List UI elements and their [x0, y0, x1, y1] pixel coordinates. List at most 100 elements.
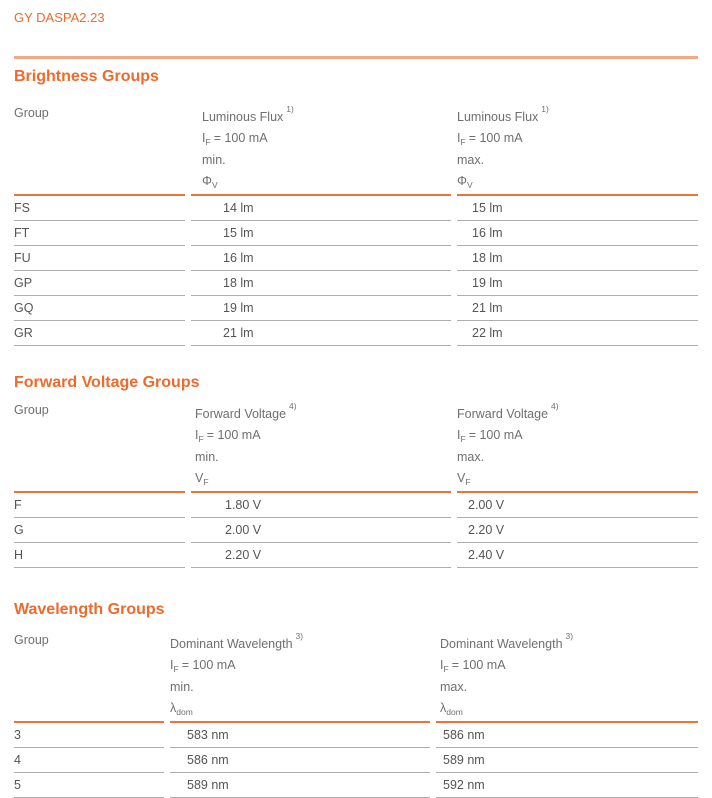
wavelength-table: Group Dominant Wavelength3) IF = 100 mA m… — [8, 630, 704, 798]
table-row: 5 589 nm 592 nm — [14, 773, 698, 798]
max-value-cell: 592 nm — [436, 773, 698, 798]
column-title: Dominant Wavelength3) — [170, 631, 304, 652]
footnote-marker: 1) — [286, 104, 294, 114]
group-cell: GQ — [14, 296, 185, 322]
table-row: F 1.80 V 2.00 V — [14, 493, 698, 519]
max-column-header: Dominant Wavelength3) IF = 100 mA max. λd… — [436, 630, 698, 724]
min-value-cell: 589 nm — [170, 773, 430, 798]
max-value-cell: 18 lm — [457, 246, 698, 272]
group-cell: H — [14, 543, 185, 569]
max-value-cell: 2.20 V — [457, 518, 698, 544]
symbol-label: ΦV — [457, 174, 473, 191]
min-value-cell: 583 nm — [170, 723, 430, 749]
group-cell: 4 — [14, 748, 164, 774]
forward-voltage-table: Group Forward Voltage4) IF = 100 mA min. … — [8, 400, 704, 569]
min-value-cell: 2.00 V — [191, 518, 451, 544]
min-value-cell: 19 lm — [191, 296, 451, 322]
max-value-cell: 21 lm — [457, 296, 698, 322]
group-column-header: Group — [14, 103, 185, 197]
column-title: Luminous Flux1) — [202, 104, 294, 125]
min-value-cell: 1.80 V — [191, 493, 451, 519]
test-condition: IF = 100 mA — [170, 658, 236, 675]
column-title: Forward Voltage4) — [457, 401, 559, 422]
bound-label: max. — [440, 680, 468, 695]
bound-label: max. — [457, 153, 485, 168]
table-row: 4 586 nm 589 nm — [14, 748, 698, 774]
min-value-cell: 14 lm — [191, 196, 451, 222]
max-column-header: Luminous Flux1) IF = 100 mA max. ΦV — [457, 103, 698, 197]
table-row: GQ 19 lm 21 lm — [14, 296, 698, 322]
footnote-marker: 4) — [551, 401, 559, 412]
symbol-label: λdom — [440, 701, 463, 718]
group-cell: GR — [14, 321, 185, 347]
table-row: H 2.20 V 2.40 V — [14, 543, 698, 569]
table-row: FT 15 lm 16 lm — [14, 221, 698, 247]
brightness-table: Group Luminous Flux1) IF = 100 mA min. ΦV… — [8, 103, 704, 347]
table-row: GR 21 lm 22 lm — [14, 321, 698, 347]
test-condition: IF = 100 mA — [440, 658, 506, 675]
section-heading: Forward Voltage Groups — [14, 374, 200, 392]
symbol-label: VF — [195, 471, 209, 488]
min-value-cell: 16 lm — [191, 246, 451, 272]
min-column-header: Luminous Flux1) IF = 100 mA min. ΦV — [191, 103, 451, 197]
group-cell: 5 — [14, 773, 164, 798]
table-row: FS 14 lm 15 lm — [14, 196, 698, 222]
footnote-marker: 4) — [289, 401, 297, 412]
column-title: Dominant Wavelength3) — [440, 631, 574, 652]
table-row: G 2.00 V 2.20 V — [14, 518, 698, 544]
max-value-cell: 15 lm — [457, 196, 698, 222]
section-heading: Brightness Groups — [14, 68, 159, 85]
min-value-cell: 15 lm — [191, 221, 451, 247]
symbol-label: ΦV — [202, 174, 218, 191]
max-value-cell: 19 lm — [457, 271, 698, 297]
bound-label: min. — [170, 680, 194, 695]
wavelength-groups-section: Wavelength Groups Group Dominant Wavelen… — [14, 601, 698, 798]
group-cell: GP — [14, 271, 185, 297]
group-column-header: Group — [14, 630, 164, 724]
table-row: 3 583 nm 586 nm — [14, 723, 698, 749]
footnote-marker: 3) — [565, 631, 574, 642]
page-divider — [14, 56, 698, 59]
table-header-row: Group Luminous Flux1) IF = 100 mA min. ΦV… — [14, 103, 698, 197]
footnote-marker: 1) — [541, 104, 549, 114]
table-header-row: Group Dominant Wavelength3) IF = 100 mA m… — [14, 630, 698, 724]
max-value-cell: 22 lm — [457, 321, 698, 347]
max-column-header: Forward Voltage4) IF = 100 mA max. VF — [457, 400, 698, 494]
bound-label: min. — [195, 450, 219, 465]
max-value-cell: 16 lm — [457, 221, 698, 247]
min-value-cell: 2.20 V — [191, 543, 451, 569]
symbol-label: VF — [457, 471, 471, 488]
group-cell: FU — [14, 246, 185, 272]
table-row: GP 18 lm 19 lm — [14, 271, 698, 297]
column-title: Luminous Flux1) — [457, 104, 549, 125]
table-row: FU 16 lm 18 lm — [14, 246, 698, 272]
min-column-header: Forward Voltage4) IF = 100 mA min. VF — [191, 400, 451, 494]
symbol-label: λdom — [170, 701, 193, 718]
group-cell: F — [14, 493, 185, 519]
group-cell: FS — [14, 196, 185, 222]
column-title: Forward Voltage4) — [195, 401, 297, 422]
max-value-cell: 589 nm — [436, 748, 698, 774]
max-value-cell: 2.40 V — [457, 543, 698, 569]
table-header-row: Group Forward Voltage4) IF = 100 mA min. … — [14, 400, 698, 494]
document-title: GY DASPA2.23 — [14, 10, 105, 25]
group-cell: G — [14, 518, 185, 544]
test-condition: IF = 100 mA — [457, 428, 523, 445]
group-cell: 3 — [14, 723, 164, 749]
forward-voltage-groups-section: Forward Voltage Groups Group Forward Vol… — [14, 374, 698, 569]
min-column-header: Dominant Wavelength3) IF = 100 mA min. λd… — [170, 630, 430, 724]
max-value-cell: 586 nm — [436, 723, 698, 749]
test-condition: IF = 100 mA — [457, 131, 523, 148]
footnote-marker: 3) — [295, 631, 304, 642]
brightness-groups-section: Brightness Groups Group Luminous Flux1) … — [14, 68, 698, 347]
group-column-header: Group — [14, 400, 185, 494]
test-condition: IF = 100 mA — [202, 131, 268, 148]
bound-label: min. — [202, 153, 226, 168]
group-cell: FT — [14, 221, 185, 247]
min-value-cell: 18 lm — [191, 271, 451, 297]
section-heading: Wavelength Groups — [14, 601, 165, 619]
bound-label: max. — [457, 450, 485, 465]
max-value-cell: 2.00 V — [457, 493, 698, 519]
test-condition: IF = 100 mA — [195, 428, 261, 445]
